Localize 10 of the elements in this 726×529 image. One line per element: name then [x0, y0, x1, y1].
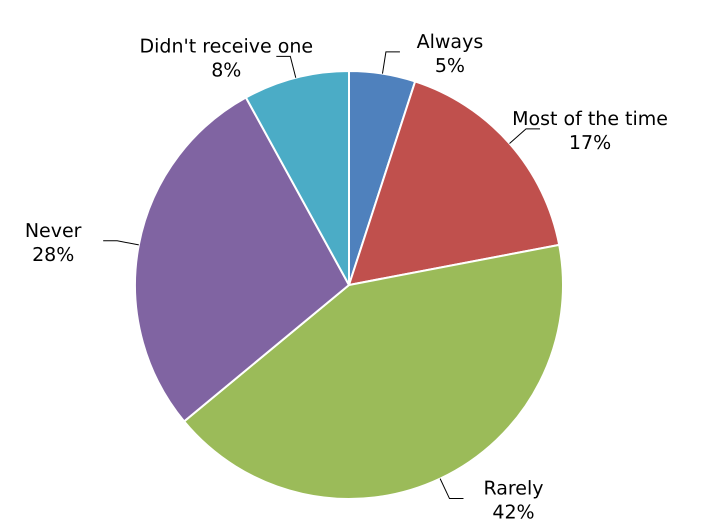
slice-label: Never: [24, 220, 82, 242]
data-label: 42%: [492, 502, 535, 524]
slice-label: Didn't receive one: [140, 35, 314, 58]
slice-label: Rarely: [483, 478, 544, 500]
data-label: 28%: [32, 244, 74, 266]
slice-label: Most of the time: [512, 108, 668, 130]
data-label: 17%: [568, 132, 612, 154]
slice-label: Always: [416, 30, 484, 53]
data-label: 5%: [434, 54, 465, 77]
data-label: 8%: [211, 59, 242, 82]
